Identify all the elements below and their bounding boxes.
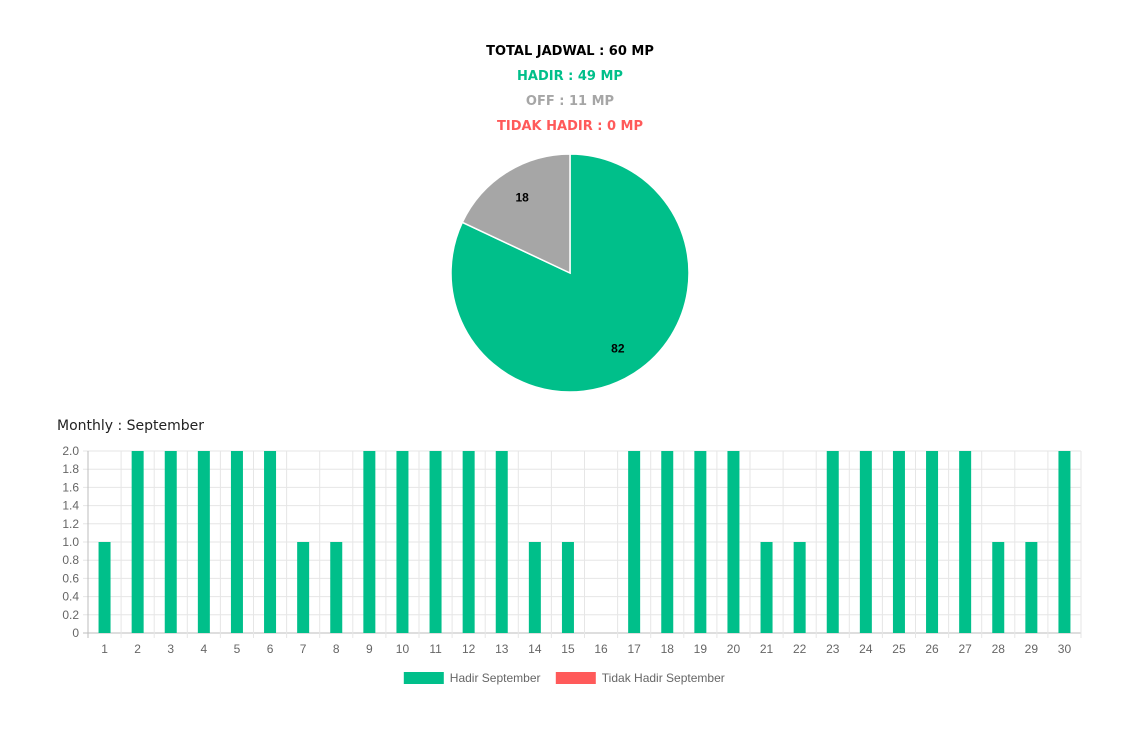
x-tick-label: 12	[462, 642, 476, 656]
x-tick-label: 7	[300, 642, 307, 656]
pie-label-hadir: 82	[611, 341, 625, 355]
bar-hadir-25[interactable]	[892, 451, 905, 633]
y-tick-label: 0.2	[62, 608, 79, 622]
bar-hadir-9[interactable]	[363, 451, 376, 633]
bar-hadir-24[interactable]	[859, 451, 872, 633]
bar-hadir-23[interactable]	[826, 451, 839, 633]
legend: Hadir September Tidak Hadir September	[403, 671, 725, 685]
pie-slice-hadir[interactable]	[450, 153, 690, 393]
y-tick-label: 0.4	[62, 590, 79, 604]
x-tick-label: 29	[1025, 642, 1039, 656]
legend-label-tidak-hadir[interactable]: Tidak Hadir September	[602, 671, 725, 685]
monthly-title: Monthly : September	[57, 418, 205, 434]
bar-hadir-30[interactable]	[1058, 451, 1071, 633]
bar-hadir-18[interactable]	[661, 451, 674, 633]
bar-hadir-4[interactable]	[197, 451, 210, 633]
y-tick-label: 1.6	[62, 480, 79, 494]
bar-hadir-5[interactable]	[230, 451, 243, 633]
bar-hadir-22[interactable]	[793, 542, 806, 633]
bar-hadir-29[interactable]	[1025, 542, 1038, 633]
x-tick-label: 4	[201, 642, 208, 656]
y-tick-label: 2.0	[62, 444, 79, 458]
y-tick-label: 1.0	[62, 535, 79, 549]
pie-label-off: 18	[515, 191, 529, 205]
x-tick-label: 17	[627, 642, 641, 656]
bar-hadir-28[interactable]	[992, 542, 1005, 633]
bar-hadir-12[interactable]	[462, 451, 475, 633]
monthly-bar-chart: 00.20.40.60.81.01.21.41.61.82.01 2 3 4 5 6 7 8 9…	[62, 444, 1082, 685]
bar-hadir-8[interactable]	[330, 542, 343, 633]
x-tick-label: 26	[925, 642, 939, 656]
bar-hadir-6[interactable]	[264, 451, 277, 633]
attendance-pie-chart: 82 18	[450, 153, 690, 393]
x-tick-label: 5	[234, 642, 241, 656]
hadir-label: HADIR : 49 MP	[517, 69, 623, 84]
y-tick-label: 0.8	[62, 553, 79, 567]
bar-hadir-10[interactable]	[396, 451, 409, 633]
x-tick-label: 3	[167, 642, 174, 656]
x-tick-label: 20	[727, 642, 741, 656]
x-tick-label: 8	[333, 642, 340, 656]
total-jadwal-label: TOTAL JADWAL : 60 MP	[486, 44, 654, 59]
bar-hadir-1[interactable]	[98, 542, 111, 633]
y-tick-label: 0.6	[62, 571, 79, 585]
x-tick-label: 18	[661, 642, 675, 656]
bar-hadir-2[interactable]	[131, 451, 144, 633]
x-tick-label: 24	[859, 642, 873, 656]
x-tick-label: 11	[429, 642, 442, 656]
y-tick-label: 1.8	[62, 462, 79, 476]
x-tick-label: 23	[826, 642, 840, 656]
off-label: OFF : 11 MP	[525, 94, 615, 109]
legend-swatch-tidak-hadir[interactable]	[555, 672, 596, 684]
x-tick-label: 2	[134, 642, 141, 656]
legend-label-hadir[interactable]: Hadir September	[450, 671, 541, 685]
x-tick-label: 22	[793, 642, 807, 656]
x-tick-label: 16	[594, 642, 608, 656]
bar-hadir-21[interactable]	[760, 542, 773, 633]
tidak-hadir-label: TIDAK HADIR : 0 MP	[496, 119, 644, 134]
x-tick-label: 14	[528, 642, 542, 656]
y-tick-label: 0	[72, 626, 79, 640]
x-tick-label: 9	[366, 642, 373, 656]
x-tick-label: 15	[561, 642, 575, 656]
x-tick-label: 19	[694, 642, 708, 656]
x-tick-label: 1	[101, 642, 108, 656]
bar-hadir-19[interactable]	[694, 451, 707, 633]
x-tick-label: 27	[958, 642, 972, 656]
pie-slice-off[interactable]	[461, 153, 571, 275]
x-tick-label: 30	[1058, 642, 1072, 656]
bar-hadir-13[interactable]	[495, 451, 508, 633]
legend-swatch-hadir[interactable]	[403, 672, 444, 684]
x-tick-label: 28	[992, 642, 1006, 656]
bar-hadir-20[interactable]	[727, 451, 740, 633]
x-tick-label: 13	[495, 642, 509, 656]
bar-hadir-26[interactable]	[926, 451, 939, 633]
bar-hadir-17[interactable]	[628, 451, 641, 633]
x-tick-label: 6	[267, 642, 274, 656]
bar-hadir-27[interactable]	[959, 451, 972, 633]
bar-hadir-11[interactable]	[429, 451, 442, 633]
x-tick-label: 10	[396, 642, 410, 656]
x-tick-label: 21	[760, 642, 774, 656]
bar-hadir-7[interactable]	[297, 542, 310, 633]
bar-hadir-15[interactable]	[561, 542, 574, 633]
y-tick-label: 1.2	[62, 517, 79, 531]
y-tick-label: 1.4	[62, 499, 79, 513]
bar-hadir-14[interactable]	[528, 542, 541, 633]
x-tick-label: 25	[892, 642, 906, 656]
bar-hadir-3[interactable]	[164, 451, 177, 633]
